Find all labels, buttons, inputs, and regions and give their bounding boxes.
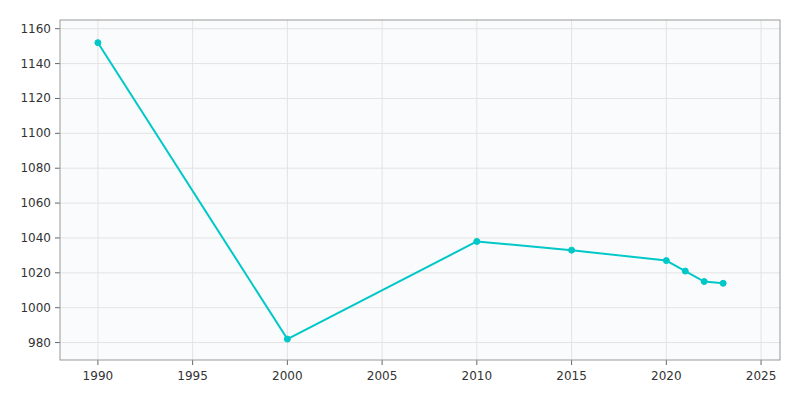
plot-frame (60, 20, 780, 360)
point (663, 258, 669, 264)
x-grid-line (476, 20, 477, 360)
x-grid-line (571, 20, 572, 360)
x-tick-label: 2015 (556, 369, 587, 383)
y-grid-line (60, 342, 780, 343)
x-tick (571, 360, 572, 365)
y-tick (55, 98, 60, 99)
point (720, 280, 726, 286)
y-tick (55, 307, 60, 308)
x-tick-label: 2010 (462, 369, 493, 383)
chart-svg: 1990 1995 2000 2005 2010 2015 2020 2025 980 1000 1… (0, 0, 800, 400)
x-tick-label: 1995 (177, 369, 208, 383)
y-tick-label: 1160 (20, 22, 51, 36)
y-tick-label: 980 (28, 336, 51, 350)
plot-background (60, 20, 780, 360)
axes: 1990 1995 2000 2005 2010 2015 2020 2025 980 1000 1… (20, 22, 776, 383)
x-tick (476, 360, 477, 365)
y-grid-line (60, 237, 780, 238)
x-tick-label: 2025 (746, 369, 777, 383)
y-tick-label: 1140 (20, 57, 51, 71)
x-grid-line (382, 20, 383, 360)
y-tick (55, 133, 60, 134)
x-grid-line (287, 20, 288, 360)
y-grid-line (60, 203, 780, 204)
line (98, 43, 723, 339)
y-tick-label: 1020 (20, 266, 51, 280)
y-grid-line (60, 63, 780, 64)
x-tick (666, 360, 667, 365)
x-tick (287, 360, 288, 365)
y-tick (55, 237, 60, 238)
y-tick (55, 168, 60, 169)
y-grid-line (60, 28, 780, 29)
x-tick (382, 360, 383, 365)
y-tick-label: 1100 (20, 126, 51, 140)
x-grid-line (666, 20, 667, 360)
point (569, 247, 575, 253)
y-grid-line (60, 98, 780, 99)
x-tick-label: 1990 (83, 369, 114, 383)
x-tick (192, 360, 193, 365)
point (474, 238, 480, 244)
y-tick (55, 272, 60, 273)
y-tick-label: 1080 (20, 161, 51, 175)
x-tick-label: 2000 (272, 369, 303, 383)
point (701, 279, 707, 285)
series (95, 40, 726, 342)
y-grid-line (60, 307, 780, 308)
y-tick-label: 1040 (20, 231, 51, 245)
y-tick (55, 342, 60, 343)
y-tick-label: 1060 (20, 196, 51, 210)
x-tick-label: 2005 (367, 369, 398, 383)
x-tick (761, 360, 762, 365)
point (95, 40, 101, 46)
y-grid-line (60, 168, 780, 169)
grid (60, 20, 780, 360)
y-tick (55, 63, 60, 64)
y-tick-label: 1000 (20, 301, 51, 315)
x-grid-line (761, 20, 762, 360)
x-grid-line (97, 20, 98, 360)
y-tick (55, 203, 60, 204)
x-tick-label: 2020 (651, 369, 682, 383)
x-tick (97, 360, 98, 365)
y-tick-label: 1120 (20, 91, 51, 105)
y-grid-line (60, 133, 780, 134)
point (682, 268, 688, 274)
y-grid-line (60, 272, 780, 273)
point (284, 336, 290, 342)
chart-container: 1990 1995 2000 2005 2010 2015 2020 2025 980 1000 1… (0, 0, 800, 400)
y-tick (55, 28, 60, 29)
